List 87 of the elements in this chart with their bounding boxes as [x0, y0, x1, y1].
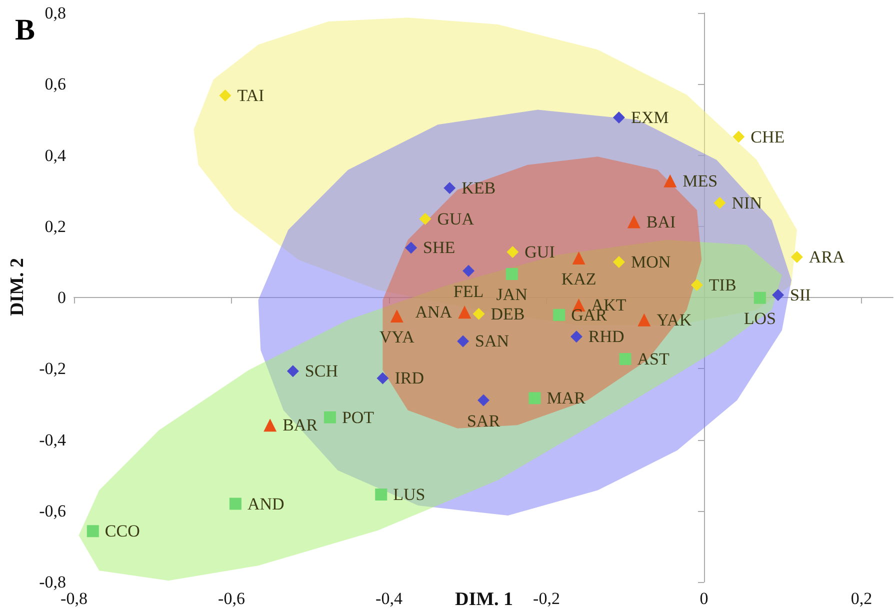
point — [219, 90, 232, 102]
data-label: KAZ — [561, 270, 596, 289]
x-tick-label: 0 — [700, 589, 708, 608]
data-label: CHE — [750, 127, 785, 146]
x-tick-label: -0,6 — [218, 589, 245, 608]
data-label: EXM — [630, 108, 669, 128]
data-label: AND — [247, 494, 284, 514]
x-tick-label: -0,4 — [376, 589, 403, 608]
data-label: SAR — [466, 411, 501, 430]
data-label: SII — [790, 286, 812, 305]
point — [229, 498, 242, 510]
x-axis-title: DIM. 1 — [455, 589, 514, 610]
data-label: GUI — [524, 242, 556, 262]
data-label: BAI — [646, 212, 676, 232]
data-label: JAN — [496, 285, 528, 304]
point — [458, 306, 472, 319]
data-label: RHD — [588, 327, 624, 346]
point — [732, 130, 745, 143]
data-label: SHE — [423, 238, 456, 258]
point — [627, 215, 640, 228]
point — [462, 264, 475, 277]
chart-title: B — [15, 14, 36, 46]
point — [472, 308, 485, 320]
x-tick-label: -0,2 — [533, 589, 560, 608]
y-tick-label: -0,6 — [39, 501, 66, 520]
point — [690, 279, 703, 292]
y-tick-label: -0,8 — [39, 572, 66, 592]
point — [444, 182, 456, 194]
point — [553, 308, 566, 321]
data-label: SCH — [304, 362, 338, 381]
point — [619, 353, 632, 366]
point — [612, 256, 625, 268]
point — [790, 250, 803, 263]
y-tick-label: 0,6 — [44, 74, 66, 94]
point — [457, 335, 470, 348]
point — [772, 289, 784, 302]
data-label: BAR — [282, 416, 318, 435]
x-tick-label: 0,2 — [850, 589, 872, 608]
data-label: GUA — [437, 209, 475, 228]
point — [478, 394, 490, 406]
point — [612, 112, 625, 124]
data-label: ANA — [415, 302, 453, 322]
data-label: MES — [682, 171, 718, 190]
y-axis-title: DIM. 2 — [7, 258, 28, 316]
point — [405, 242, 418, 254]
data-label: SAN — [475, 332, 510, 351]
data-label: FEL — [453, 282, 484, 301]
point — [264, 418, 277, 432]
point — [664, 174, 677, 188]
y-tick-label: 0,4 — [44, 146, 66, 165]
data-label: LUS — [393, 485, 426, 504]
point — [754, 292, 766, 304]
data-label: ARA — [808, 247, 846, 266]
data-label: MAR — [546, 388, 586, 408]
data-label: VYA — [379, 327, 416, 346]
point — [528, 392, 541, 404]
data-label: MON — [630, 252, 671, 272]
point — [286, 365, 299, 378]
y-tick-label: -0,2 — [39, 359, 66, 378]
point — [506, 268, 518, 280]
point — [324, 411, 336, 424]
data-label: IRD — [394, 368, 424, 388]
data-label: AST — [637, 350, 670, 369]
point — [506, 246, 519, 258]
x-tick-label: -0,8 — [60, 589, 88, 608]
data-label: KEB — [462, 178, 496, 198]
point — [638, 313, 651, 326]
point — [570, 330, 582, 343]
point — [86, 525, 99, 538]
data-label: TAI — [237, 86, 264, 106]
point — [419, 212, 432, 225]
point — [390, 309, 404, 322]
y-tick-label: 0,2 — [44, 216, 66, 236]
point — [375, 488, 388, 501]
y-tick-label: 0,8 — [44, 4, 66, 22]
y-tick-label: -0,4 — [39, 430, 66, 450]
data-label: NIN — [732, 193, 762, 212]
y-tick-label: 0 — [58, 288, 66, 307]
data-label: DEB — [490, 304, 525, 324]
point — [572, 252, 586, 265]
point — [714, 196, 726, 209]
data-label: POT — [342, 408, 375, 427]
point — [376, 372, 389, 384]
data-label: CCO — [104, 522, 140, 541]
data-label: LOS — [744, 308, 776, 328]
data-label: YAK — [656, 310, 692, 330]
data-label: TIB — [708, 276, 736, 295]
